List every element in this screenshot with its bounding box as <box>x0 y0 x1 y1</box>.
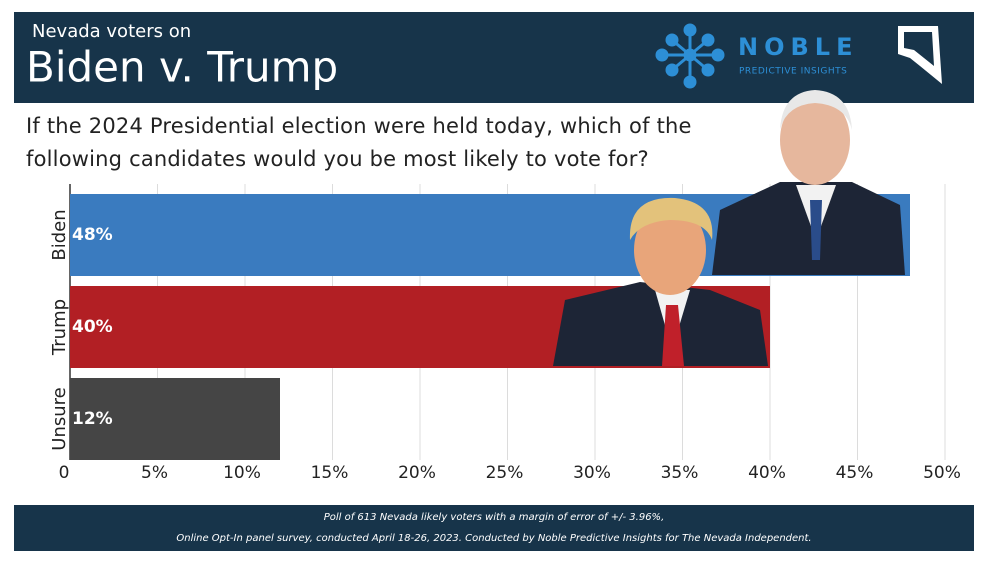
header-kicker: Nevada voters on <box>32 21 191 42</box>
bar <box>70 378 280 460</box>
x-tick-label: 35% <box>661 463 699 483</box>
footer-note: Poll of 613 Nevada likely voters with a … <box>324 512 665 523</box>
data-label: 40% <box>72 317 113 337</box>
chart-title: Biden v. Trump <box>26 43 338 92</box>
x-tick-label: 30% <box>573 463 611 483</box>
x-tick-label: 10% <box>223 463 261 483</box>
header-band <box>14 12 974 103</box>
x-tick-label: 20% <box>398 463 436 483</box>
y-tick-label: Unsure <box>49 387 70 450</box>
footer-band <box>14 505 974 551</box>
data-label: 12% <box>72 409 113 429</box>
data-label: 48% <box>72 225 113 245</box>
photo-biden <box>712 90 905 275</box>
chart-subtitle: If the 2024 Presidential election were h… <box>26 114 692 171</box>
x-tick-label: 45% <box>836 463 874 483</box>
x-tick-label: 0 <box>59 463 70 483</box>
nevada-icon-inner <box>904 32 934 66</box>
logo-tagline: PREDICTIVE INSIGHTS <box>739 67 847 77</box>
y-tick-label: Trump <box>49 299 70 356</box>
logo-name: NOBLE <box>738 33 858 61</box>
logo-icon <box>655 23 725 89</box>
photo-trump <box>553 197 768 366</box>
x-tick-label: 50% <box>923 463 961 483</box>
x-tick-label: 5% <box>141 463 168 483</box>
x-tick-label: 25% <box>486 463 524 483</box>
x-tick-label: 15% <box>311 463 349 483</box>
footer-note: Online Opt-In panel survey, conducted Ap… <box>176 533 811 544</box>
x-tick-label: 40% <box>748 463 786 483</box>
y-tick-label: Biden <box>49 209 70 260</box>
